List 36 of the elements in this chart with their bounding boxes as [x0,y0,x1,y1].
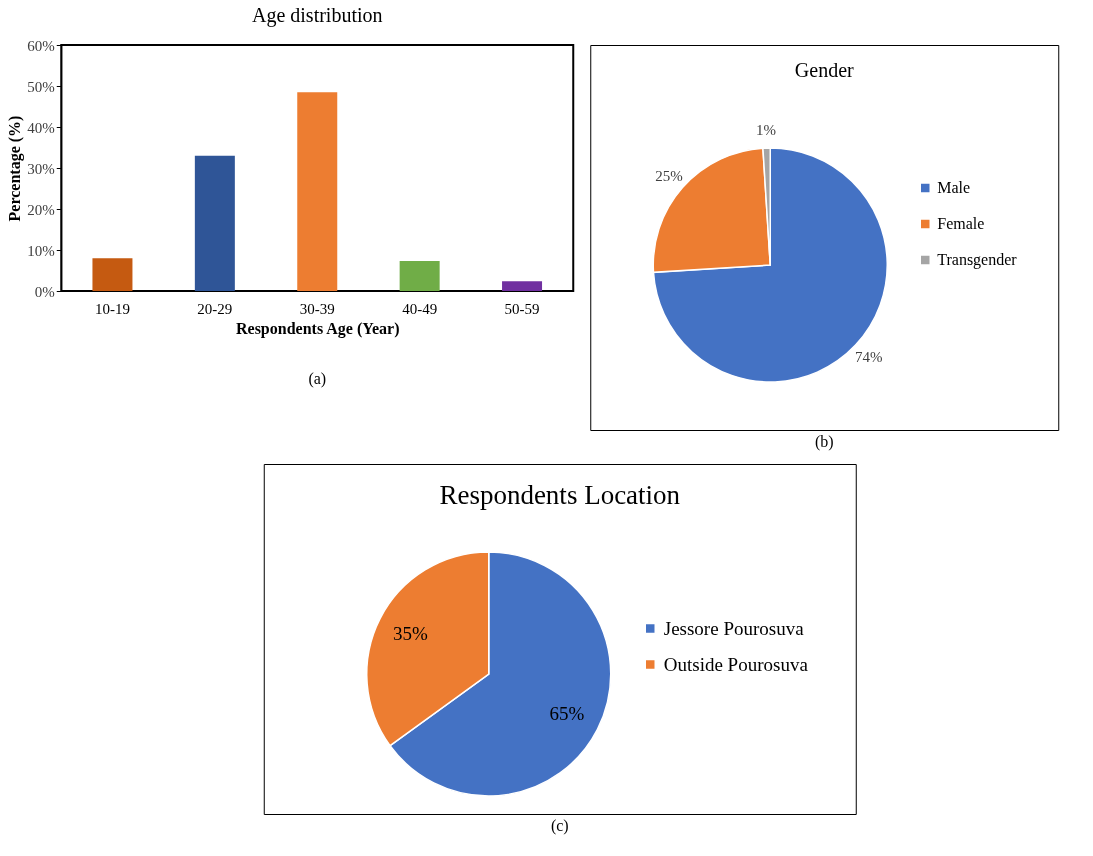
x-tick-label: 10-19 [94,300,130,317]
y-tick-label: 20% [27,201,55,218]
legend-label: Female [937,215,985,232]
y-tick-label: 0% [34,283,55,300]
pie-slice [652,147,888,383]
chart-title: Respondents Location [439,480,681,510]
y-tick-label: 30% [27,160,55,177]
data-label: 35% [393,623,429,645]
y-tick-label: 50% [27,78,55,95]
text: (b) [814,433,834,451]
legend-label: Outside Pourosuva [663,653,809,675]
legend-label: Male [937,179,971,196]
chart-title: Gender [794,59,855,81]
x-axis-title: Respondents Age (Year) [235,319,400,338]
x-tick-label: 30-39 [299,300,335,317]
x-tick-label: 50-59 [504,300,540,317]
x-tick-label: 20-29 [197,300,233,317]
data-label: 74% [854,349,883,366]
legend-label: Jessore Pourosuva [663,617,805,639]
bar [194,155,235,291]
data-label: 1% [756,122,777,139]
chart-title: Age distribution [251,4,383,27]
y-tick-label: 60% [27,37,55,54]
bar [502,281,543,291]
text: (a) [308,370,327,388]
bar [297,92,338,291]
bar [399,261,440,291]
bar [92,258,133,291]
y-tick-label: 10% [27,242,55,259]
x-tick-label: 40-49 [402,300,438,317]
text: (c) [550,817,569,835]
y-tick-label: 40% [27,119,55,136]
data-label: 25% [655,167,683,184]
y-axis-title: Percentage (%) [6,115,25,222]
data-label: 65% [549,702,585,724]
legend-label: Transgender [937,251,1018,269]
